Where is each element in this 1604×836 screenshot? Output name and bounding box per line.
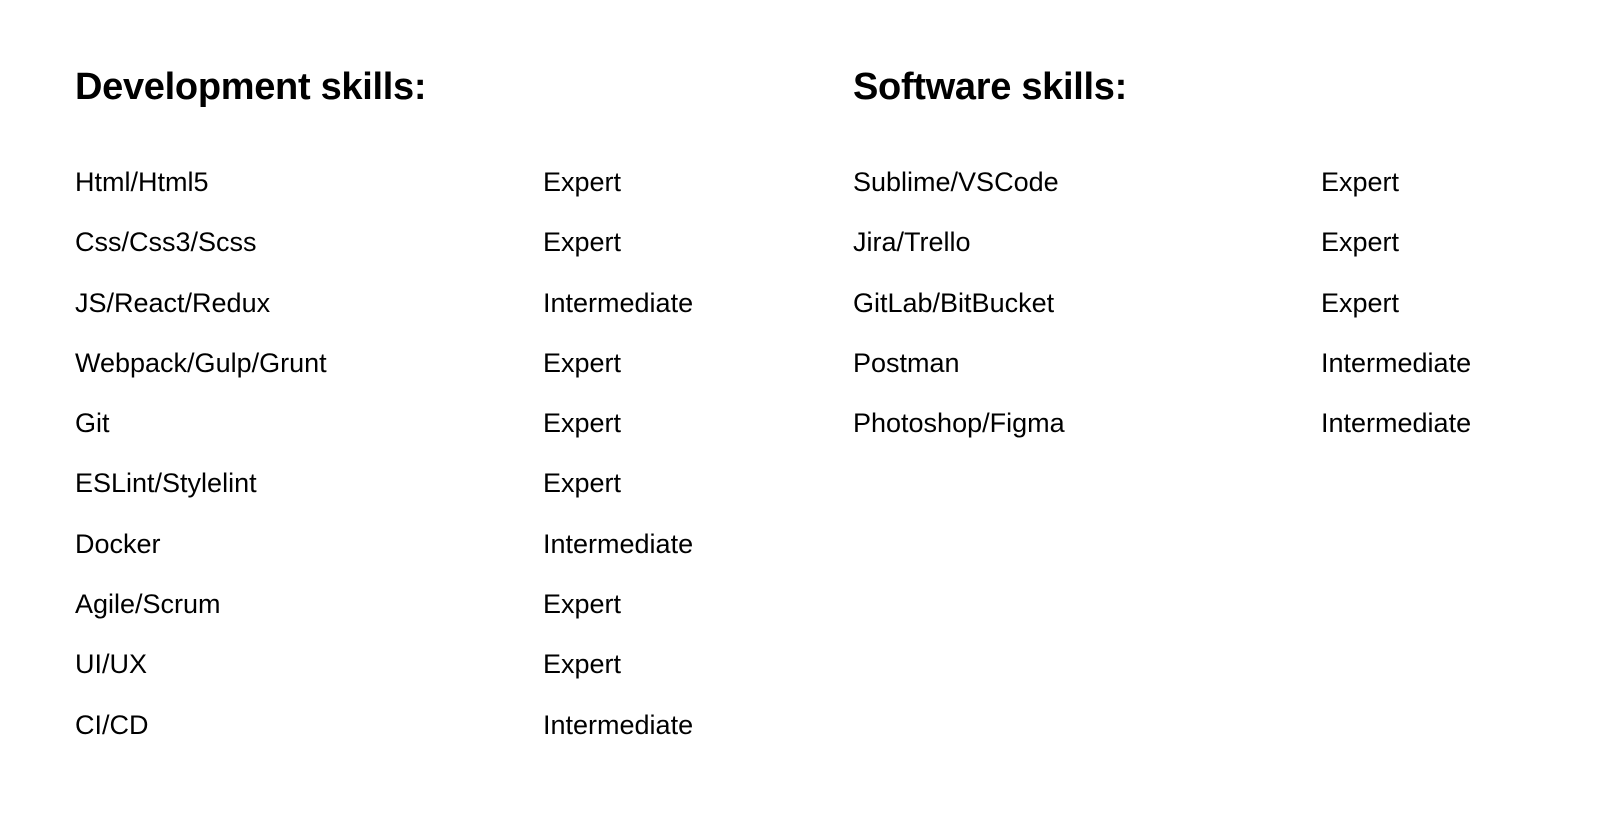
skill-name: Html/Html5 <box>75 167 209 197</box>
skill-row: Postman Intermediate <box>853 347 1593 407</box>
skill-row: Photoshop/Figma Intermediate <box>853 407 1593 467</box>
skill-row: Docker Intermediate <box>75 528 815 588</box>
skill-name: Agile/Scrum <box>75 589 221 620</box>
skill-name: GitLab/BitBucket <box>853 287 1055 318</box>
software-skills-list: Sublime/VSCode Expert Jira/Trello Expert… <box>853 166 1593 467</box>
skill-level: Expert <box>1321 167 1400 197</box>
skill-row: Jira/Trello Expert <box>853 226 1593 286</box>
skill-name: Docker <box>75 528 161 559</box>
software-skills-title: Software skills: <box>853 66 1127 108</box>
skill-name: JS/React/Redux <box>75 287 271 318</box>
skill-level: Intermediate <box>543 287 694 318</box>
skill-level: Intermediate <box>543 709 694 740</box>
skill-row: Webpack/Gulp/Grunt Expert <box>75 347 815 407</box>
skill-level: Expert <box>543 468 622 499</box>
skill-level: Expert <box>543 649 622 680</box>
skill-level: Expert <box>1321 227 1400 258</box>
skill-level: Expert <box>543 167 622 197</box>
skill-name: Css/Css3/Scss <box>75 227 257 258</box>
skill-level: Intermediate <box>1321 347 1472 378</box>
skill-row: Git Expert <box>75 407 815 467</box>
skill-level: Expert <box>543 408 622 439</box>
skill-level: Expert <box>543 347 622 378</box>
skill-level: Intermediate <box>543 528 694 559</box>
skill-name: Git <box>75 408 110 439</box>
skill-name: Webpack/Gulp/Grunt <box>75 347 327 378</box>
skill-name: Postman <box>853 347 960 378</box>
skill-level: Expert <box>543 227 622 258</box>
skill-row: Html/Html5 Expert <box>75 166 815 226</box>
skill-row: Agile/Scrum Expert <box>75 588 815 648</box>
skill-row: CI/CD Intermediate <box>75 709 815 769</box>
skill-row: Sublime/VSCode Expert <box>853 166 1593 226</box>
skill-row: Css/Css3/Scss Expert <box>75 226 815 286</box>
skill-row: ESLint/Stylelint Expert <box>75 467 815 527</box>
development-skills-section: Development skills: Html/Html5 Expert Cs… <box>75 62 815 740</box>
development-skills-list: Html/Html5 Expert Css/Css3/Scss Expert J… <box>75 166 815 769</box>
skill-name: Photoshop/Figma <box>853 408 1065 439</box>
skill-name: CI/CD <box>75 709 149 740</box>
software-skills-section: Software skills: Sublime/VSCode Expert J… <box>853 62 1593 438</box>
skill-row: JS/React/Redux Intermediate <box>75 287 815 347</box>
development-skills-title: Development skills: <box>75 66 427 108</box>
skill-name: Sublime/VSCode <box>853 167 1059 197</box>
skill-row: UI/UX Expert <box>75 648 815 708</box>
skill-name: Jira/Trello <box>853 227 971 258</box>
skill-name: ESLint/Stylelint <box>75 468 257 499</box>
skill-level: Expert <box>1321 287 1400 318</box>
skill-name: UI/UX <box>75 649 148 680</box>
skill-level: Expert <box>543 589 622 620</box>
skill-level: Intermediate <box>1321 408 1472 439</box>
skill-row: GitLab/BitBucket Expert <box>853 287 1593 347</box>
